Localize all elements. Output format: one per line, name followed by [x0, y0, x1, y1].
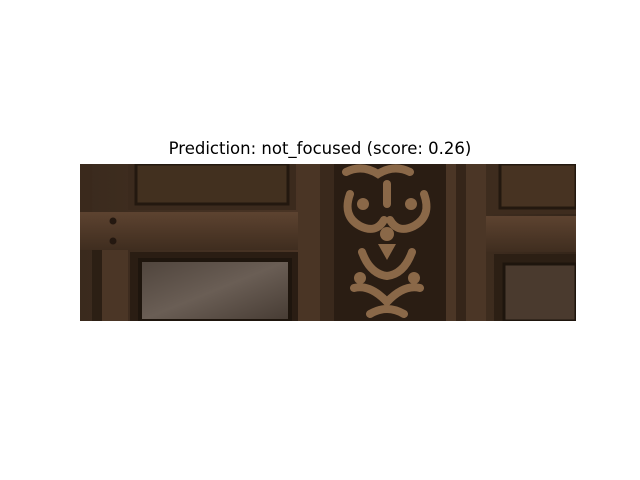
prediction-title: Prediction: not_focused (score: 0.26)	[168, 139, 472, 158]
ornament-details	[354, 198, 420, 284]
ornament-carving	[342, 164, 431, 318]
right-rail	[486, 216, 576, 252]
door-photo	[80, 164, 576, 321]
rail-bolt	[109, 217, 117, 225]
rail-bolt	[109, 237, 117, 245]
middle-rail	[80, 212, 320, 250]
